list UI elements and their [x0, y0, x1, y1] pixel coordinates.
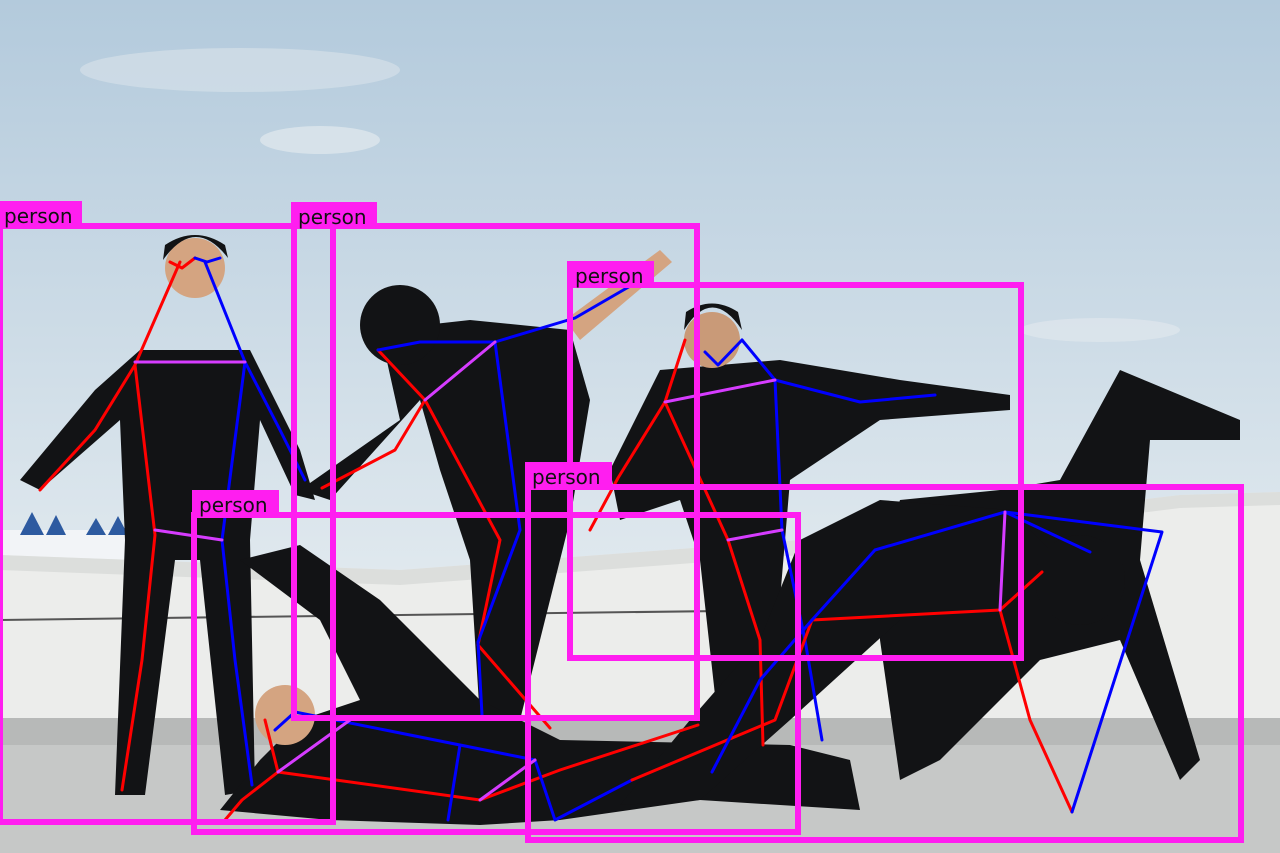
wall-cap — [0, 492, 1280, 585]
dancer-standing-left — [20, 350, 315, 795]
label-bg-5 — [525, 462, 612, 489]
blue-dome — [46, 515, 66, 535]
label-text-1: person — [4, 204, 73, 228]
face — [703, 338, 744, 367]
cloud — [80, 48, 400, 92]
blue-dome — [20, 512, 44, 535]
right-leg — [458, 743, 634, 822]
label-bg-1 — [0, 201, 82, 228]
dancer-leaning — [300, 320, 590, 720]
detection-box-2 — [291, 223, 700, 721]
dancer-legs — [620, 500, 1060, 805]
blue-dome — [108, 516, 128, 535]
right-limbs — [810, 510, 1092, 622]
dancer-head — [255, 685, 315, 745]
detection-box-5 — [525, 484, 1244, 843]
shoulders — [276, 718, 352, 774]
label-bg-4 — [192, 490, 279, 517]
right-leg — [220, 360, 254, 787]
right-leg — [476, 340, 522, 717]
face — [168, 256, 197, 270]
blue-dome — [86, 518, 106, 535]
right-leg — [773, 378, 824, 742]
left-leg — [120, 363, 157, 792]
dancer-hair — [163, 235, 228, 260]
detection-labels: person person person person person — [0, 201, 654, 517]
hips — [726, 528, 784, 542]
left-limbs — [223, 718, 280, 822]
pose-skeletons — [38, 256, 1164, 822]
label-bg-2 — [291, 202, 377, 229]
dancer-hair — [1035, 535, 1125, 625]
shoulders — [663, 378, 777, 404]
left-limbs — [320, 348, 427, 490]
dancer-head — [165, 238, 225, 298]
label-bg-3 — [567, 261, 654, 288]
hips — [153, 528, 224, 542]
label-text-4: person — [199, 493, 268, 517]
right-limbs — [740, 338, 937, 404]
detection-box-1 — [0, 223, 336, 825]
skeleton-4 — [223, 710, 700, 822]
dancer-silhouettes — [20, 235, 1240, 825]
skeleton-1 — [38, 256, 307, 792]
left-leg — [630, 608, 1002, 782]
label-text-5: person — [532, 465, 601, 489]
skeleton-2 — [320, 283, 634, 730]
right-arm — [1003, 510, 1164, 814]
dancer-hair — [360, 285, 440, 365]
left-leg — [276, 723, 700, 802]
cloud — [1020, 318, 1180, 342]
label-text-2: person — [298, 205, 367, 229]
left-leg — [423, 398, 552, 730]
right-limbs — [273, 710, 462, 822]
right-leg — [710, 618, 814, 774]
detection-box-4 — [191, 512, 801, 835]
face-right — [193, 256, 222, 264]
shoulders — [423, 340, 497, 402]
cloud — [260, 126, 380, 154]
dancer-center — [610, 360, 1010, 740]
label-text-3: person — [575, 264, 644, 288]
left-limbs — [588, 338, 687, 532]
torso — [998, 510, 1007, 612]
left-limbs — [38, 260, 182, 492]
